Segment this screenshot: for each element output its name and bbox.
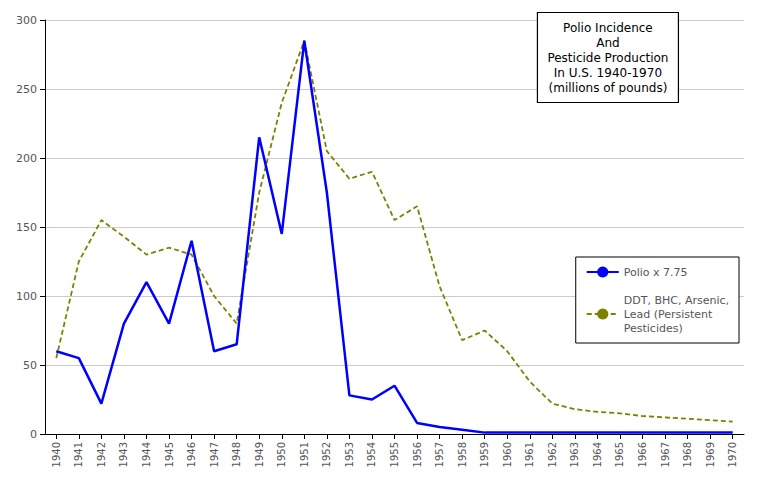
svg-text:1946: 1946 (186, 442, 197, 467)
svg-text:1967: 1967 (660, 442, 671, 467)
svg-text:Pesticide Production: Pesticide Production (547, 51, 668, 65)
svg-text:100: 100 (16, 290, 37, 303)
svg-text:1969: 1969 (705, 442, 716, 467)
svg-text:1962: 1962 (547, 442, 558, 467)
svg-text:0: 0 (30, 428, 37, 441)
svg-text:1952: 1952 (321, 442, 332, 467)
svg-text:1943: 1943 (118, 442, 129, 467)
svg-text:1966: 1966 (637, 442, 648, 467)
svg-text:1970: 1970 (727, 442, 738, 467)
svg-text:1955: 1955 (389, 442, 400, 467)
svg-text:1947: 1947 (209, 442, 220, 467)
svg-text:50: 50 (23, 359, 37, 372)
svg-text:1963: 1963 (569, 442, 580, 467)
svg-text:1960: 1960 (502, 442, 513, 467)
svg-text:1940: 1940 (51, 442, 62, 467)
svg-text:1964: 1964 (592, 442, 603, 467)
svg-text:1957: 1957 (434, 442, 445, 467)
svg-text:1949: 1949 (254, 442, 265, 467)
svg-text:And: And (596, 36, 619, 50)
svg-text:Pesticides): Pesticides) (624, 322, 683, 335)
svg-text:1951: 1951 (299, 442, 310, 467)
svg-text:DDT, BHC, Arsenic,: DDT, BHC, Arsenic, (624, 294, 729, 307)
svg-text:Lead (Persistent: Lead (Persistent (624, 308, 713, 321)
svg-text:1942: 1942 (96, 442, 107, 467)
svg-text:Polio x 7.75: Polio x 7.75 (624, 266, 688, 279)
svg-text:1968: 1968 (682, 442, 693, 467)
svg-text:1945: 1945 (164, 442, 175, 467)
svg-text:1956: 1956 (412, 442, 423, 467)
svg-text:1941: 1941 (73, 442, 84, 467)
svg-text:300: 300 (16, 14, 37, 27)
svg-text:200: 200 (16, 152, 37, 165)
svg-text:150: 150 (16, 221, 37, 234)
svg-text:1953: 1953 (344, 442, 355, 467)
svg-text:1950: 1950 (276, 442, 287, 467)
svg-text:1959: 1959 (479, 442, 490, 467)
svg-text:(millions of pounds): (millions of pounds) (549, 81, 668, 95)
svg-text:1948: 1948 (231, 442, 242, 467)
svg-text:In U.S. 1940-1970: In U.S. 1940-1970 (554, 66, 662, 80)
svg-text:1958: 1958 (457, 442, 468, 467)
svg-text:1961: 1961 (524, 442, 535, 467)
svg-text:250: 250 (16, 83, 37, 96)
svg-text:1965: 1965 (614, 442, 625, 467)
svg-text:1954: 1954 (366, 442, 377, 467)
svg-text:Polio Incidence: Polio Incidence (563, 21, 653, 35)
svg-text:1944: 1944 (141, 442, 152, 467)
